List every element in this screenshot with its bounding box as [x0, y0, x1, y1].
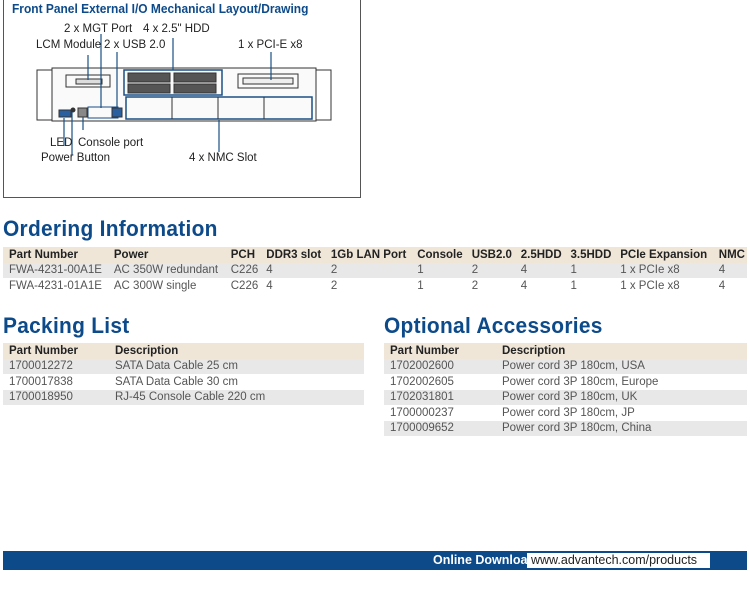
usb-label: 2 x USB 2.0	[104, 39, 166, 51]
front-panel-drawing	[36, 34, 332, 155]
lcm-module-label: LCM Module	[36, 39, 102, 51]
cell: AC 300W single	[107, 278, 225, 294]
cell: 1	[564, 263, 615, 279]
packing-title: Packing List	[3, 313, 130, 338]
drawing-frame	[3, 0, 361, 198]
nmc-slots	[125, 96, 313, 120]
cell: 1 x PCIe x8	[614, 263, 713, 279]
hdd-label: 4 x 2.5" HDD	[143, 23, 210, 35]
cell: 4	[514, 263, 565, 279]
cell: 1 x PCIe x8	[614, 278, 713, 294]
cell: 4	[260, 263, 325, 279]
table-row: 1702002600 Power cord 3P 180cm, USA	[384, 359, 747, 375]
cell: FWA-4231-00A1E	[3, 263, 108, 279]
table-row: 1700000237 Power cord 3P 180cm, JP	[384, 405, 747, 421]
cell: 1702002600	[384, 359, 496, 375]
ordering-table: Part Number Power PCH DDR3 slot 1Gb LAN …	[3, 247, 747, 294]
mgt-port-label: 2 x MGT Port	[64, 23, 133, 35]
col-header: Part Number	[384, 343, 496, 359]
col-header: 3.5HDD	[564, 247, 615, 263]
cell: 1	[564, 278, 615, 294]
right-rack-ear	[315, 69, 332, 121]
col-header: Part Number	[3, 247, 108, 263]
cell: C226	[224, 263, 261, 279]
col-header: NMC	[712, 247, 747, 263]
cell: 2	[324, 263, 412, 279]
cell: 1702031801	[384, 389, 496, 406]
cell: Power cord 3P 180cm, UK	[496, 389, 747, 406]
drawing-title: Front Panel External I/O Mechanical Layo…	[12, 1, 309, 16]
col-header: Description	[109, 343, 364, 359]
col-header: PCIe Expansion	[614, 247, 713, 263]
col-header: Description	[496, 343, 747, 359]
ordering-title: Ordering Information	[3, 216, 218, 241]
cell: 1702002605	[384, 374, 496, 390]
power-button-label: Power Button	[41, 152, 111, 164]
cell: 2	[324, 278, 412, 294]
table-row: 1700009652 Power cord 3P 180cm, China	[384, 420, 747, 437]
cell: AC 350W redundant	[107, 263, 225, 279]
col-header: 1Gb LAN Port	[324, 247, 412, 263]
col-header: USB2.0	[465, 247, 515, 263]
cell: SATA Data Cable 30 cm	[109, 374, 364, 390]
table-row: 1702031801 Power cord 3P 180cm, UK	[384, 389, 747, 406]
cell: 4	[514, 278, 565, 294]
cell: Power cord 3P 180cm, JP	[496, 405, 747, 421]
table-row: FWA-4231-00A1E AC 350W redundant C226 4 2 1 2 4…	[3, 263, 747, 279]
cell: Power cord 3P 180cm, China	[496, 420, 747, 437]
table-row: 1702002605 Power cord 3P 180cm, Europe	[384, 374, 747, 390]
cell: Power cord 3P 180cm, Europe	[496, 374, 747, 390]
col-header: 2.5HDD	[514, 247, 565, 263]
cell: 2	[465, 263, 515, 279]
cell: RJ-45 Console Cable 220 cm	[109, 389, 364, 406]
cell: 1	[411, 278, 466, 294]
cell: FWA-4231-01A1E	[3, 278, 108, 294]
cell: 2	[465, 278, 515, 294]
accessories-table: Part Number Description 1702002600 Power c…	[384, 343, 747, 437]
table-header-row: Part Number Power PCH DDR3 slot 1Gb LAN …	[3, 247, 747, 263]
packing-table: Part Number Description 1700012272 SATA Da…	[3, 343, 364, 406]
col-header: Part Number	[3, 343, 109, 359]
led-label: LED	[50, 137, 73, 149]
table-row: 1700017838 SATA Data Cable 30 cm	[3, 374, 364, 390]
pcie-label: 1 x PCI-E x8	[238, 39, 303, 51]
cell: SATA Data Cable 25 cm	[109, 359, 364, 375]
nmc-slot-label: 4 x NMC Slot	[189, 152, 257, 164]
cell: 1700017838	[3, 374, 109, 390]
pcie-slot	[237, 73, 299, 89]
table-row: FWA-4231-01A1E AC 300W single C226 4 2 1 2 4 1 1 …	[3, 278, 747, 294]
console-port-label: Console port	[78, 137, 144, 149]
cell: 4	[712, 278, 747, 294]
col-header: DDR3 slot	[260, 247, 325, 263]
col-header: PCH	[224, 247, 261, 263]
cell: 1700009652	[384, 420, 496, 437]
online-download-label: Online Download	[433, 553, 536, 567]
cell: 1	[411, 263, 466, 279]
cell: 1700018950	[3, 389, 109, 406]
cell: 4	[260, 278, 325, 294]
cell: 1700000237	[384, 405, 496, 421]
cell: 4	[712, 263, 747, 279]
cell: C226	[224, 278, 261, 294]
cell: Power cord 3P 180cm, USA	[496, 359, 747, 375]
cell: 1700012272	[3, 359, 109, 375]
table-row: 1700018950 RJ-45 Console Cable 220 cm	[3, 389, 364, 406]
col-header: Power	[107, 247, 225, 263]
col-header: Console	[411, 247, 466, 263]
table-row: 1700012272 SATA Data Cable 25 cm	[3, 359, 364, 375]
left-rack-ear	[36, 69, 53, 121]
download-url-link[interactable]: www.advantech.com/products	[527, 553, 710, 568]
accessories-title: Optional Accessories	[384, 313, 603, 338]
